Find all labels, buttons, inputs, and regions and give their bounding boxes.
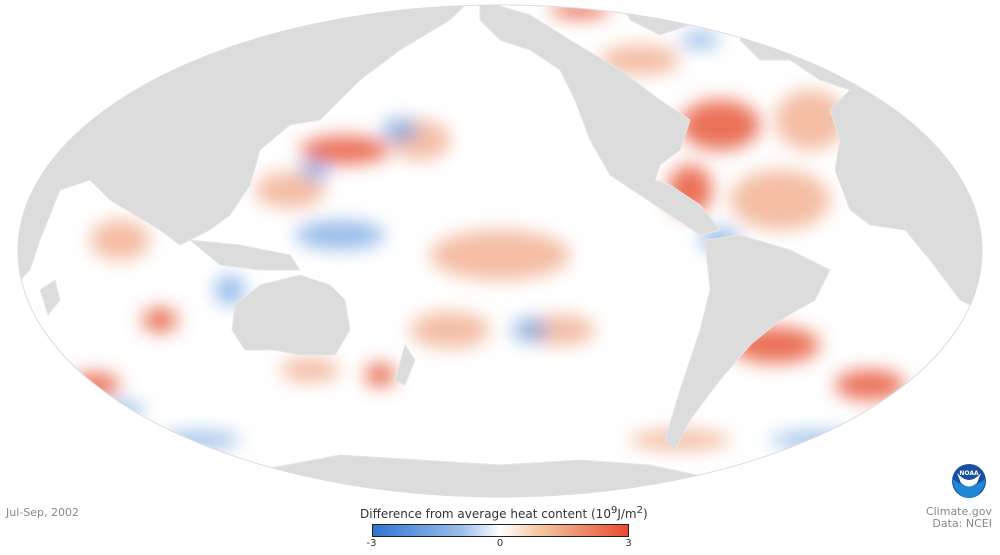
- unit-suffix: ): [642, 507, 648, 521]
- australia: [231, 274, 351, 356]
- unit-prefix: (10: [591, 507, 611, 521]
- svg-text:NOAA: NOAA: [959, 470, 979, 477]
- period-label: Jul-Sep, 2002: [6, 506, 79, 519]
- credit-data: Data: NCEI: [932, 517, 992, 530]
- madagascar: [39, 279, 61, 317]
- legend-title: Difference from average heat content (10…: [360, 505, 648, 521]
- new-zealand: [394, 343, 416, 386]
- unit-mid: J/m: [617, 507, 637, 521]
- indonesia: [188, 239, 301, 271]
- north-america: [479, 5, 721, 236]
- credits: Climate.gov Data: NCEI: [926, 506, 992, 530]
- legend-tick-min: -3: [366, 538, 377, 549]
- unit-exp: 9: [610, 505, 618, 516]
- credit-source: Climate.gov: [925, 505, 992, 518]
- legend-color-bar: [371, 524, 629, 537]
- south-america: [664, 234, 831, 451]
- unit-exp2: 2: [636, 505, 643, 516]
- legend-tick-mid: 0: [496, 538, 504, 549]
- legend-unit: (109J/m2): [591, 505, 648, 521]
- color-legend: Difference from average heat content (10…: [360, 505, 648, 549]
- legend-title-text: Difference from average heat content: [360, 507, 588, 521]
- world-map: [17, 4, 983, 498]
- legend-tick-max: 3: [625, 538, 632, 549]
- noaa-logo-icon: NOAA: [952, 464, 986, 498]
